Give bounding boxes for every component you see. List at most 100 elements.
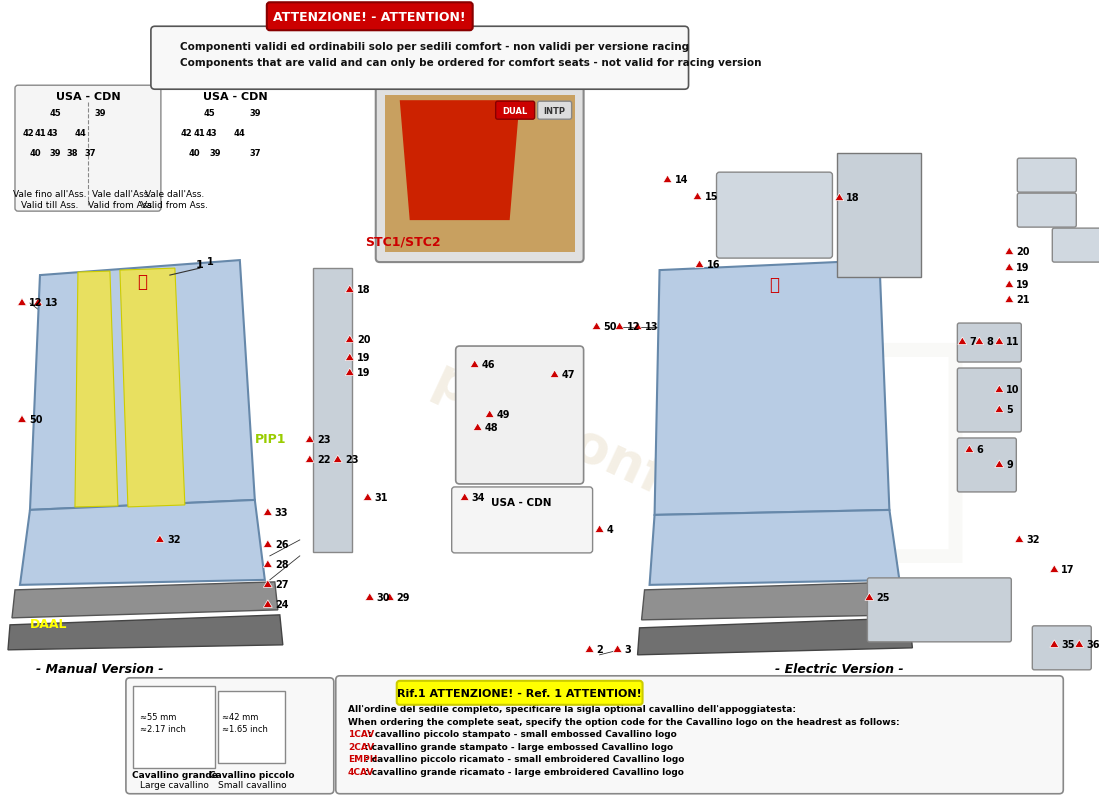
Text: 20: 20	[1016, 247, 1030, 257]
FancyBboxPatch shape	[716, 172, 833, 258]
Text: 21: 21	[1016, 295, 1030, 305]
Text: EMPH: EMPH	[348, 755, 377, 764]
FancyBboxPatch shape	[336, 676, 1064, 794]
Text: 30: 30	[376, 593, 390, 603]
FancyBboxPatch shape	[452, 487, 593, 553]
Text: 🔱: 🔱	[770, 276, 780, 294]
Text: 1CAV: 1CAV	[348, 730, 374, 739]
Text: 14: 14	[674, 175, 688, 185]
Polygon shape	[30, 260, 255, 510]
Text: Rif.1 ATTENZIONE! - Ref. 1 ATTENTION!: Rif.1 ATTENZIONE! - Ref. 1 ATTENTION!	[397, 689, 642, 699]
Polygon shape	[345, 285, 354, 293]
Polygon shape	[1049, 565, 1059, 572]
Polygon shape	[12, 582, 278, 618]
Polygon shape	[460, 493, 470, 501]
Text: : cavallino piccolo stampato - small embossed Cavallino logo: : cavallino piccolo stampato - small emb…	[364, 730, 676, 739]
Polygon shape	[155, 535, 164, 542]
Polygon shape	[634, 322, 642, 330]
Text: Small cavallino: Small cavallino	[218, 782, 286, 790]
Text: - Electric Version -: - Electric Version -	[776, 663, 904, 676]
FancyBboxPatch shape	[397, 681, 642, 705]
Text: 48: 48	[485, 423, 498, 433]
Polygon shape	[1004, 295, 1014, 302]
Polygon shape	[345, 353, 354, 361]
Polygon shape	[695, 260, 704, 267]
Text: 39: 39	[249, 109, 261, 118]
Text: 🛡: 🛡	[824, 329, 975, 571]
Polygon shape	[18, 298, 26, 306]
Text: 19: 19	[1016, 280, 1030, 290]
Text: PIP1: PIP1	[255, 434, 286, 446]
Polygon shape	[1004, 280, 1014, 287]
Text: 3: 3	[625, 645, 631, 655]
Text: 32: 32	[1026, 535, 1039, 545]
Text: 5: 5	[1006, 405, 1013, 415]
FancyBboxPatch shape	[125, 678, 333, 794]
Polygon shape	[1015, 535, 1024, 542]
Polygon shape	[994, 405, 1004, 413]
Polygon shape	[975, 337, 983, 345]
Polygon shape	[641, 582, 908, 620]
Text: 41: 41	[34, 129, 46, 138]
Text: USA - CDN: USA - CDN	[492, 498, 552, 508]
Polygon shape	[585, 645, 594, 652]
Text: Large cavallino: Large cavallino	[141, 782, 209, 790]
Polygon shape	[595, 525, 604, 533]
Text: 17: 17	[1062, 565, 1075, 575]
FancyBboxPatch shape	[15, 86, 161, 211]
Text: ≈42 mm: ≈42 mm	[222, 714, 258, 722]
Text: 34: 34	[472, 493, 485, 503]
Text: 41: 41	[194, 129, 206, 138]
Text: 35: 35	[1062, 640, 1075, 650]
Polygon shape	[263, 580, 273, 587]
Text: 12: 12	[29, 298, 43, 308]
Text: 32: 32	[167, 535, 180, 545]
Polygon shape	[385, 593, 394, 600]
Text: 7: 7	[969, 337, 976, 347]
FancyBboxPatch shape	[957, 323, 1021, 362]
Polygon shape	[263, 600, 273, 607]
Polygon shape	[650, 510, 900, 585]
Text: 37: 37	[85, 149, 96, 158]
Text: 43: 43	[46, 129, 58, 138]
Polygon shape	[994, 460, 1004, 467]
Text: 12: 12	[627, 322, 640, 332]
Polygon shape	[1004, 263, 1014, 270]
Text: 24: 24	[275, 600, 288, 610]
Text: When ordering the complete seat, specify the option code for the Cavallino logo : When ordering the complete seat, specify…	[348, 718, 900, 726]
Polygon shape	[345, 368, 354, 375]
Text: 1: 1	[196, 260, 204, 270]
Text: Components that are valid and can only be ordered for comfort seats - not valid : Components that are valid and can only b…	[180, 58, 761, 68]
FancyBboxPatch shape	[957, 368, 1021, 432]
Text: 36: 36	[1087, 640, 1100, 650]
Polygon shape	[20, 500, 265, 585]
Text: INTP: INTP	[543, 106, 565, 116]
Polygon shape	[965, 445, 974, 453]
Polygon shape	[333, 455, 342, 462]
Text: DUAL: DUAL	[502, 106, 527, 116]
Polygon shape	[385, 95, 574, 252]
Text: 50: 50	[604, 322, 617, 332]
FancyBboxPatch shape	[267, 2, 473, 30]
FancyBboxPatch shape	[312, 268, 352, 552]
Polygon shape	[613, 645, 623, 652]
Text: 26: 26	[275, 540, 288, 550]
Text: 44: 44	[234, 129, 245, 138]
Text: 40: 40	[30, 149, 41, 158]
Text: 13: 13	[645, 322, 658, 332]
Text: 37: 37	[249, 149, 261, 158]
Polygon shape	[162, 40, 174, 50]
Text: 33: 33	[275, 508, 288, 518]
Polygon shape	[363, 493, 372, 501]
Polygon shape	[1004, 247, 1014, 254]
Polygon shape	[550, 370, 559, 378]
FancyBboxPatch shape	[1032, 626, 1091, 670]
Text: 44: 44	[74, 129, 86, 138]
Text: : cavallino piccolo ricamato - small embroidered Cavallino logo: : cavallino piccolo ricamato - small emb…	[364, 755, 684, 764]
Text: 6: 6	[977, 445, 983, 455]
Polygon shape	[18, 415, 26, 422]
Text: STC1/STC2: STC1/STC2	[365, 236, 440, 249]
FancyBboxPatch shape	[496, 102, 535, 119]
Text: 19: 19	[356, 353, 371, 363]
Text: Vale dall'Ass.
Valid from Ass.: Vale dall'Ass. Valid from Ass.	[142, 190, 208, 210]
